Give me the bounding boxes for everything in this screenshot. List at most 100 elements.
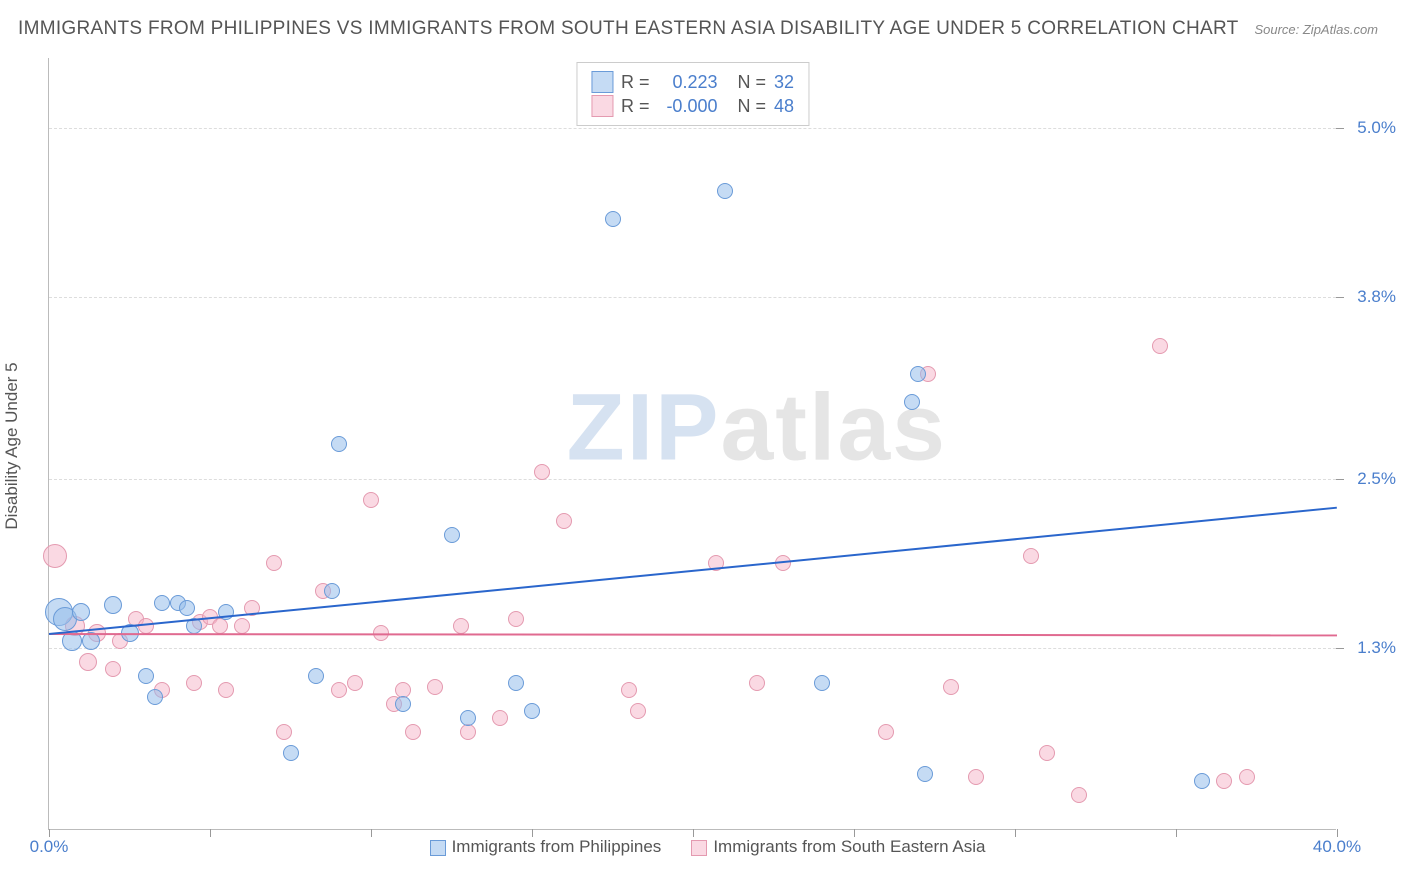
data-point	[363, 492, 379, 508]
legend-r-label: R =	[621, 72, 650, 93]
data-point	[154, 595, 170, 611]
data-point	[943, 679, 959, 695]
legend-swatch	[591, 95, 613, 117]
tick-x	[1015, 829, 1016, 837]
data-point	[1239, 769, 1255, 785]
y-tick-label: 3.8%	[1346, 287, 1396, 307]
legend-n-value: 32	[774, 72, 794, 93]
data-point	[147, 689, 163, 705]
legend-row: R = 0.223 N = 32	[591, 71, 794, 93]
tick-y	[1336, 297, 1344, 298]
data-point	[917, 766, 933, 782]
legend-series-name: Immigrants from Philippines	[452, 837, 662, 856]
tick-x	[854, 829, 855, 837]
chart-title: IMMIGRANTS FROM PHILIPPINES VS IMMIGRANT…	[18, 18, 1239, 40]
gridline-horizontal	[49, 479, 1336, 480]
data-point	[1023, 548, 1039, 564]
data-point	[331, 436, 347, 452]
tick-x	[49, 829, 50, 837]
data-point	[79, 653, 97, 671]
data-point	[717, 183, 733, 199]
tick-x	[693, 829, 694, 837]
data-point	[234, 618, 250, 634]
data-point	[814, 675, 830, 691]
series-legend: Immigrants from Philippines Immigrants fr…	[49, 837, 1336, 857]
gridline-horizontal	[49, 648, 1336, 649]
legend-r-value: -0.000	[657, 96, 717, 117]
y-tick-label: 5.0%	[1346, 118, 1396, 138]
data-point	[1039, 745, 1055, 761]
y-tick-label: 1.3%	[1346, 638, 1396, 658]
data-point	[331, 682, 347, 698]
data-point	[138, 668, 154, 684]
x-tick-label: 40.0%	[1313, 837, 1361, 857]
data-point	[534, 464, 550, 480]
watermark-part1: ZIP	[567, 375, 721, 481]
data-point	[460, 710, 476, 726]
data-point	[508, 611, 524, 627]
regression-line	[49, 633, 1337, 636]
data-point	[104, 596, 122, 614]
legend-swatch	[591, 71, 613, 93]
legend-n-label: N =	[737, 72, 766, 93]
data-point	[1194, 773, 1210, 789]
data-point	[621, 682, 637, 698]
data-point	[179, 600, 195, 616]
legend-swatch	[430, 840, 446, 856]
legend-n-value: 48	[774, 96, 794, 117]
y-axis-label: Disability Age Under 5	[2, 362, 22, 529]
data-point	[1152, 338, 1168, 354]
data-point	[910, 366, 926, 382]
legend-row: R =-0.000N =48	[591, 95, 794, 117]
tick-x	[532, 829, 533, 837]
y-tick-label: 2.5%	[1346, 469, 1396, 489]
legend-series-name: Immigrants from South Eastern Asia	[713, 837, 985, 856]
data-point	[1071, 787, 1087, 803]
legend-r-value: 0.223	[657, 72, 717, 93]
data-point	[105, 661, 121, 677]
data-point	[630, 703, 646, 719]
gridline-horizontal	[49, 128, 1336, 129]
legend-r-label: R =	[621, 96, 650, 117]
data-point	[186, 675, 202, 691]
tick-x	[1176, 829, 1177, 837]
data-point	[218, 682, 234, 698]
data-point	[347, 675, 363, 691]
data-point	[749, 675, 765, 691]
data-point	[43, 544, 67, 568]
tick-y	[1336, 479, 1344, 480]
regression-line	[49, 507, 1337, 635]
data-point	[444, 527, 460, 543]
data-point	[395, 696, 411, 712]
data-point	[968, 769, 984, 785]
tick-x	[371, 829, 372, 837]
data-point	[283, 745, 299, 761]
tick-y	[1336, 128, 1344, 129]
data-point	[508, 675, 524, 691]
x-tick-label: 0.0%	[30, 837, 69, 857]
correlation-legend: R =0.223N =32R =-0.000N =48	[576, 62, 809, 126]
data-point	[405, 724, 421, 740]
data-point	[524, 703, 540, 719]
data-point	[427, 679, 443, 695]
data-point	[605, 211, 621, 227]
data-point	[308, 668, 324, 684]
data-point	[266, 555, 282, 571]
data-point	[212, 618, 228, 634]
data-point	[878, 724, 894, 740]
data-point	[1216, 773, 1232, 789]
source-label: Source: ZipAtlas.com	[1254, 22, 1378, 37]
tick-y	[1336, 648, 1344, 649]
data-point	[138, 618, 154, 634]
legend-swatch	[691, 840, 707, 856]
plot-area: ZIPatlas R =0.223N =32R =-0.000N =48 Imm…	[48, 58, 1336, 830]
data-point	[556, 513, 572, 529]
data-point	[492, 710, 508, 726]
data-point	[72, 603, 90, 621]
data-point	[453, 618, 469, 634]
tick-x	[210, 829, 211, 837]
gridline-horizontal	[49, 297, 1336, 298]
tick-x	[1337, 829, 1338, 837]
watermark: ZIPatlas	[567, 374, 947, 483]
data-point	[276, 724, 292, 740]
